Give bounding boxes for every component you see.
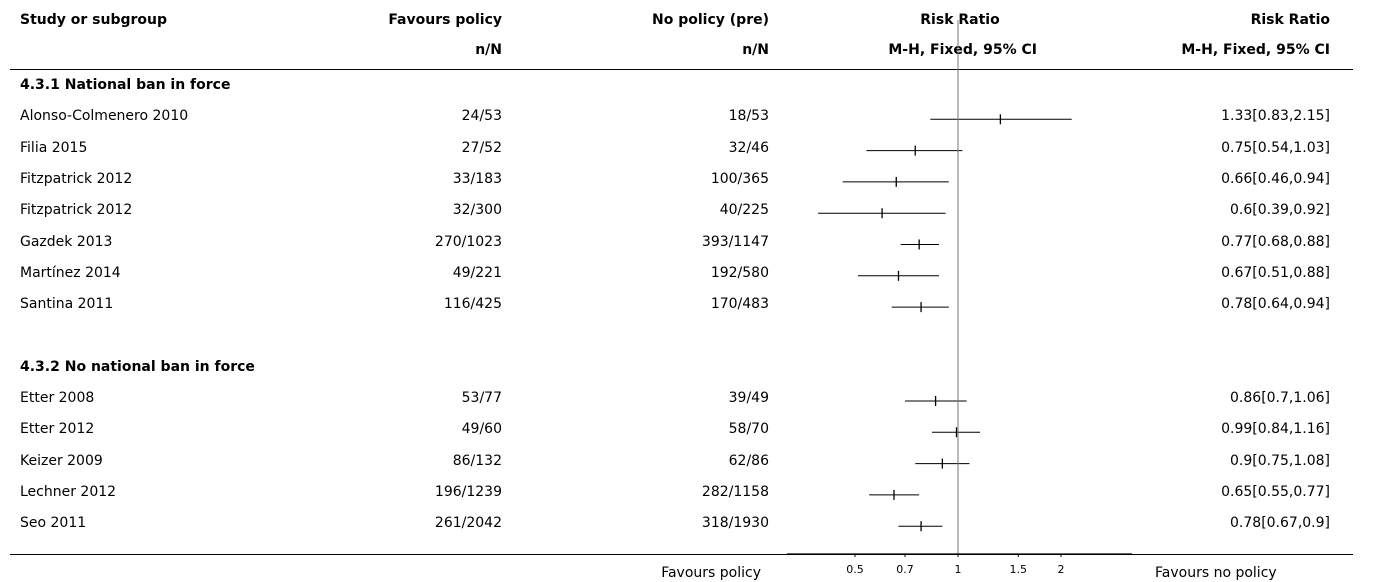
study-name: Fitzpatrick 2012 xyxy=(20,170,133,187)
study-rr-label: 0.67[0.51,0.88] xyxy=(1221,264,1330,281)
header-no-policy-sub: n/N xyxy=(742,42,769,58)
study-name: Filia 2015 xyxy=(20,139,88,156)
study-policy-count: 270/1023 xyxy=(434,233,502,250)
study-control-count: 282/1158 xyxy=(701,483,769,500)
study-name: Lechner 2012 xyxy=(20,483,117,500)
study-name: Keizer 2009 xyxy=(20,452,103,469)
study-policy-count: 32/300 xyxy=(452,202,502,219)
header-study: Study or subgroup xyxy=(20,12,168,28)
study-control-count: 18/53 xyxy=(728,108,769,125)
study-name: Etter 2012 xyxy=(20,421,95,438)
study-policy-count: 24/53 xyxy=(461,108,502,125)
study-rr-label: 0.6[0.39,0.92] xyxy=(1230,202,1330,219)
study-control-count: 318/1930 xyxy=(701,515,769,532)
study-control-count: 192/580 xyxy=(710,264,769,281)
header-favours-policy: Favours policy xyxy=(388,12,502,28)
study-name: Seo 2011 xyxy=(20,515,87,532)
study-control-count: 58/70 xyxy=(728,421,769,438)
study-rr-label: 1.33[0.83,2.15] xyxy=(1221,108,1330,125)
study-rr-label: 0.86[0.7,1.06] xyxy=(1230,390,1330,406)
study-policy-count: 49/60 xyxy=(461,421,502,438)
study-policy-count: 196/1239 xyxy=(434,483,502,500)
x-tick-label: 2 xyxy=(1058,563,1065,576)
study-policy-count: 49/221 xyxy=(452,264,502,281)
study-rr-label: 0.77[0.68,0.88] xyxy=(1221,233,1330,250)
study-rr-label: 0.78[0.67,0.9] xyxy=(1230,515,1330,532)
footer-rule xyxy=(10,554,1353,555)
study-control-count: 40/225 xyxy=(719,202,769,219)
study-policy-count: 116/425 xyxy=(443,296,502,313)
x-tick-label: 1 xyxy=(955,563,962,576)
header-risk-ratio-plot-sub: M-H, Fixed, 95% CI xyxy=(888,42,1037,58)
footer-favours-policy: Favours policy xyxy=(661,565,761,581)
study-rr-label: 0.99[0.84,1.16] xyxy=(1221,421,1330,438)
study-rr-label: 0.66[0.46,0.94] xyxy=(1221,170,1330,187)
study-control-count: 62/86 xyxy=(728,452,769,469)
study-policy-count: 53/77 xyxy=(461,390,502,406)
study-name: Etter 2008 xyxy=(20,390,95,406)
x-tick-label: 0.5 xyxy=(846,563,864,576)
x-tick-label: 0.7 xyxy=(896,563,914,576)
subgroup-title: 4.3.1 National ban in force xyxy=(20,77,231,93)
study-policy-count: 261/2042 xyxy=(434,515,502,532)
study-rr-label: 0.9[0.75,1.08] xyxy=(1230,452,1330,469)
study-name: Fitzpatrick 2012 xyxy=(20,202,133,219)
header-risk-ratio-plot: Risk Ratio xyxy=(920,12,1000,28)
study-name: Martínez 2014 xyxy=(20,264,121,281)
study-rr-label: 0.75[0.54,1.03] xyxy=(1221,139,1330,156)
header-no-policy: No policy (pre) xyxy=(652,12,769,28)
study-control-count: 32/46 xyxy=(728,139,769,156)
study-policy-count: 33/183 xyxy=(452,170,502,187)
subgroup-title: 4.3.2 No national ban in force xyxy=(20,358,255,375)
header-risk-ratio-text-sub: M-H, Fixed, 95% CI xyxy=(1181,42,1330,58)
header-rule xyxy=(10,69,1353,70)
study-name: Santina 2011 xyxy=(20,296,114,313)
header-favours-policy-sub: n/N xyxy=(475,42,502,58)
footer-favours-no-policy: Favours no policy xyxy=(1155,565,1277,581)
study-rr-label: 0.78[0.64,0.94] xyxy=(1221,296,1330,313)
study-rr-label: 0.65[0.55,0.77] xyxy=(1221,483,1330,500)
header-risk-ratio-text: Risk Ratio xyxy=(1250,12,1330,28)
study-control-count: 170/483 xyxy=(710,296,769,313)
study-control-count: 39/49 xyxy=(728,390,769,406)
study-policy-count: 27/52 xyxy=(461,139,502,156)
study-control-count: 393/1147 xyxy=(701,233,769,250)
x-tick-label: 1.5 xyxy=(1010,563,1028,576)
study-control-count: 100/365 xyxy=(710,170,769,187)
study-name: Alonso-Colmenero 2010 xyxy=(20,108,189,125)
study-name: Gazdek 2013 xyxy=(20,233,113,250)
study-policy-count: 86/132 xyxy=(452,452,502,469)
